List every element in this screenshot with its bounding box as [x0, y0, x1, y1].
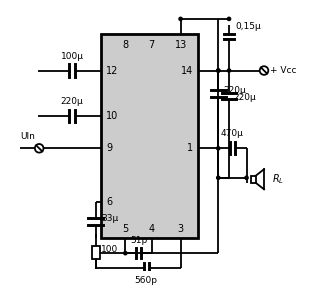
Text: 9: 9 — [106, 143, 112, 153]
Text: 6: 6 — [106, 197, 112, 207]
Circle shape — [228, 69, 231, 72]
Text: 4: 4 — [148, 223, 155, 233]
Text: 560p: 560p — [135, 276, 158, 284]
Bar — [101, 34, 198, 238]
Text: 5: 5 — [122, 223, 128, 233]
Circle shape — [245, 176, 248, 179]
Text: + Vcc: + Vcc — [270, 66, 296, 75]
Circle shape — [217, 69, 220, 72]
Text: 1: 1 — [187, 143, 193, 153]
Text: $R_L$: $R_L$ — [272, 172, 284, 186]
Text: 220µ: 220µ — [61, 97, 83, 106]
Text: 3: 3 — [178, 223, 184, 233]
Circle shape — [124, 252, 127, 255]
Text: 12: 12 — [106, 66, 118, 76]
Circle shape — [179, 17, 182, 21]
Text: 13: 13 — [175, 40, 187, 50]
Circle shape — [217, 147, 220, 150]
Text: UIn: UIn — [20, 132, 35, 141]
Text: 220µ: 220µ — [223, 86, 246, 95]
Circle shape — [228, 17, 231, 21]
Bar — [91, 246, 100, 259]
Text: 33µ: 33µ — [102, 214, 119, 223]
Text: 220µ: 220µ — [234, 93, 257, 102]
Text: 51p: 51p — [130, 236, 147, 245]
Text: 470µ: 470µ — [221, 129, 244, 138]
Circle shape — [217, 176, 220, 179]
Text: 100µ: 100µ — [61, 52, 84, 61]
Text: 7: 7 — [148, 40, 155, 50]
Text: 0,15µ: 0,15µ — [236, 22, 262, 30]
Text: 14: 14 — [181, 66, 193, 76]
Text: 10: 10 — [106, 111, 118, 121]
Text: 8: 8 — [122, 40, 128, 50]
Text: 100: 100 — [101, 245, 118, 255]
Circle shape — [217, 69, 220, 72]
Bar — [251, 176, 256, 183]
